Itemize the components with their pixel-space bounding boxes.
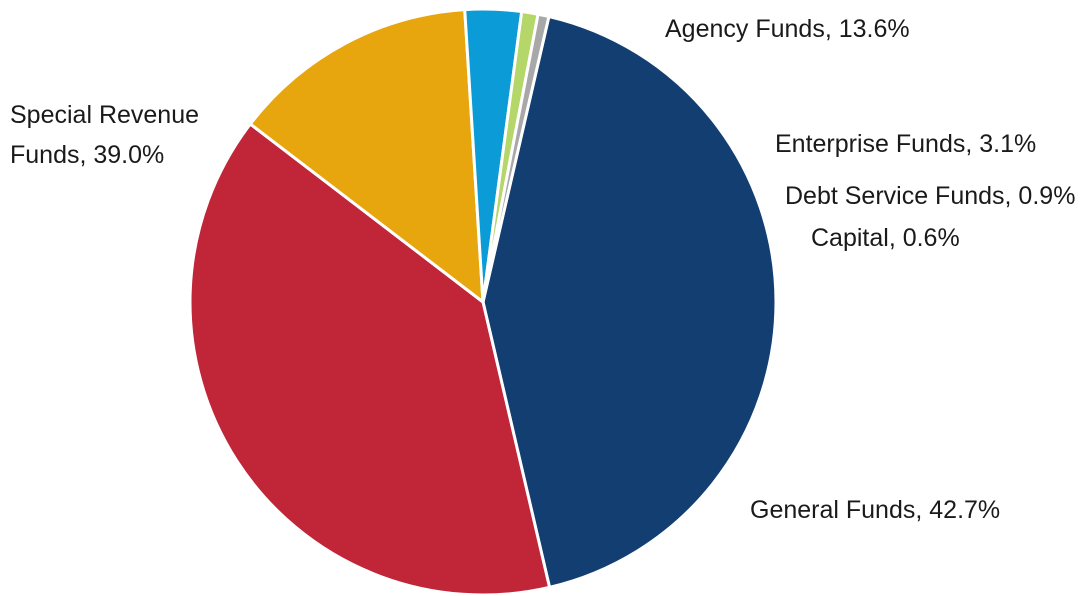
slice-labels: General Funds, 42.7% Special Revenue Funds… bbox=[10, 15, 1075, 524]
pie-slice-capital bbox=[481, 12, 551, 304]
slice-label-agency-funds: Agency Funds, 13.6% bbox=[665, 15, 910, 43]
pie-slices bbox=[188, 7, 778, 596]
slice-label-capital: Capital, 0.6% bbox=[811, 224, 960, 252]
slice-label-general-funds: General Funds, 42.7% bbox=[750, 496, 1000, 524]
slice-label-debt-service-funds: Debt Service Funds, 0.9% bbox=[785, 182, 1075, 210]
pie-slice-special-revenue-funds bbox=[188, 122, 552, 596]
slice-label-special-revenue-funds: Special Revenue Funds, 39.0% bbox=[10, 101, 199, 169]
pie-slice-general-funds bbox=[481, 15, 778, 589]
pie-slice-agency-funds bbox=[248, 8, 485, 304]
slice-label-enterprise-funds: Enterprise Funds, 3.1% bbox=[775, 130, 1036, 158]
